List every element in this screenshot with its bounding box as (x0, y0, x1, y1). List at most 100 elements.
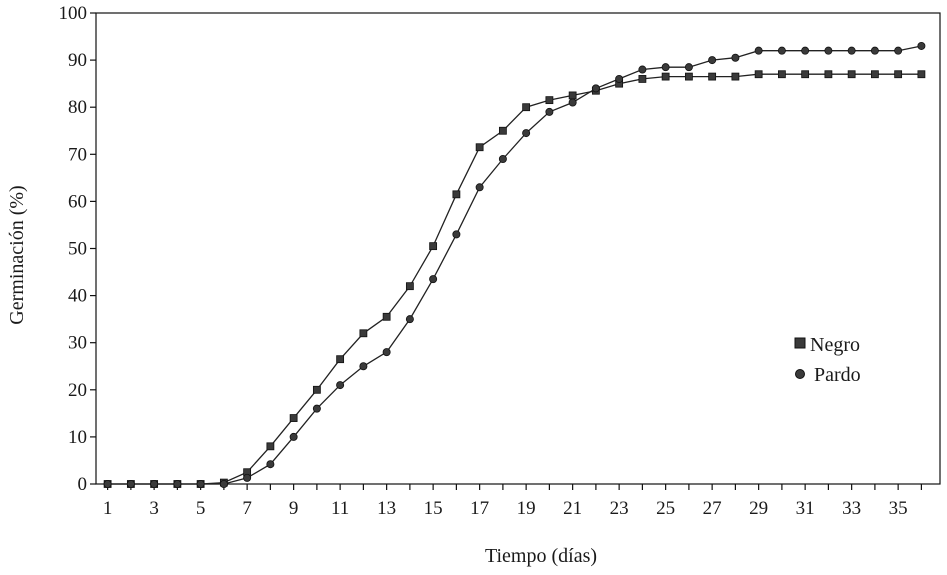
data-point-pardo (568, 98, 577, 107)
data-point-negro (405, 282, 414, 291)
data-point-pardo (103, 479, 112, 488)
x-tick-label: 9 (289, 498, 299, 519)
legend-label-pardo: Pardo (814, 364, 861, 386)
data-point-negro (568, 91, 577, 100)
x-tick-label: 7 (242, 498, 252, 519)
data-point-pardo (336, 381, 345, 390)
data-point-negro (522, 103, 531, 112)
x-tick-label: 27 (703, 498, 722, 519)
data-point-negro (708, 72, 717, 81)
series-line-pardo (107, 45, 922, 485)
y-tick-label: 10 (68, 427, 87, 448)
x-tick-label: 35 (889, 498, 908, 519)
data-point-pardo (405, 315, 414, 324)
series-line-negro (107, 73, 922, 485)
data-point-negro (777, 70, 786, 79)
data-point-pardo (429, 275, 438, 284)
data-point-pardo (266, 460, 275, 469)
y-tick-label: 30 (68, 333, 87, 354)
x-tick-label: 19 (517, 498, 536, 519)
data-point-negro (754, 70, 763, 79)
legend-marker-pardo (795, 369, 805, 379)
data-point-pardo (917, 41, 926, 50)
data-point-negro (917, 70, 926, 79)
y-tick-label: 90 (68, 50, 87, 71)
series-pardo (103, 41, 926, 488)
y-axis-title: Germinación (%) (6, 185, 28, 324)
data-point-pardo (312, 404, 321, 413)
x-tick-label: 31 (796, 498, 815, 519)
data-point-negro (312, 385, 321, 394)
y-tick-label: 60 (68, 191, 87, 212)
x-tick-label: 25 (656, 498, 675, 519)
y-tick-label: 0 (78, 474, 88, 495)
data-point-pardo (615, 74, 624, 83)
data-point-negro (638, 75, 647, 83)
data-point-negro (452, 190, 461, 199)
data-point-pardo (894, 46, 903, 55)
data-point-negro (289, 414, 298, 422)
x-tick-label: 13 (377, 498, 396, 519)
data-point-pardo (870, 46, 879, 55)
data-point-pardo (545, 107, 554, 116)
x-tick-label: 21 (563, 498, 582, 519)
series-negro (103, 70, 926, 488)
x-tick-label: 33 (842, 498, 861, 519)
data-point-pardo (708, 56, 717, 65)
data-point-pardo (243, 473, 252, 482)
x-tick-label: 11 (331, 498, 349, 519)
axes (95, 12, 941, 485)
data-point-negro (870, 70, 879, 79)
data-point-pardo (498, 155, 507, 164)
data-point-negro (475, 143, 484, 152)
x-tick-label: 5 (196, 498, 206, 519)
data-point-pardo (289, 432, 298, 441)
data-point-pardo (522, 129, 531, 138)
data-point-negro (545, 96, 554, 105)
data-point-pardo (126, 479, 135, 488)
plot-frame (95, 12, 941, 485)
data-point-pardo (382, 348, 391, 357)
data-point-negro (824, 70, 833, 79)
y-tick-label: 80 (68, 97, 87, 118)
data-point-negro (266, 442, 275, 451)
x-tick-label: 3 (149, 498, 159, 519)
series-layer (103, 41, 926, 488)
data-point-pardo (359, 362, 368, 371)
data-point-negro (684, 72, 693, 81)
x-tick-label: 29 (749, 498, 768, 519)
data-point-pardo (777, 46, 786, 55)
y-tick-label: 100 (59, 3, 88, 24)
data-point-pardo (754, 46, 763, 55)
data-point-negro (382, 312, 391, 321)
data-point-pardo (196, 479, 205, 488)
data-point-pardo (847, 46, 856, 55)
data-point-negro (359, 329, 368, 338)
data-point-pardo (684, 63, 693, 72)
x-tick-label: 15 (424, 498, 443, 519)
y-tick-label: 40 (68, 286, 87, 307)
data-point-pardo (173, 479, 182, 488)
y-tick-label: 70 (68, 144, 87, 165)
x-tick-label: 1 (103, 498, 113, 519)
data-point-pardo (661, 63, 670, 72)
data-point-negro (498, 126, 507, 135)
data-point-pardo (731, 53, 740, 62)
data-point-pardo (219, 479, 228, 488)
data-point-pardo (824, 46, 833, 55)
x-tick-label: 17 (470, 498, 489, 519)
data-point-pardo (150, 479, 159, 488)
data-point-negro (429, 242, 438, 251)
data-point-pardo (801, 46, 810, 55)
data-point-pardo (591, 84, 600, 93)
data-point-negro (336, 355, 345, 364)
data-point-pardo (475, 183, 484, 192)
data-point-pardo (638, 65, 647, 74)
legend: Negro Pardo (794, 334, 861, 386)
y-tick-label: 20 (68, 380, 87, 401)
data-point-pardo (452, 230, 461, 239)
x-axis-title: Tiempo (días) (485, 545, 597, 567)
data-point-negro (801, 70, 810, 79)
